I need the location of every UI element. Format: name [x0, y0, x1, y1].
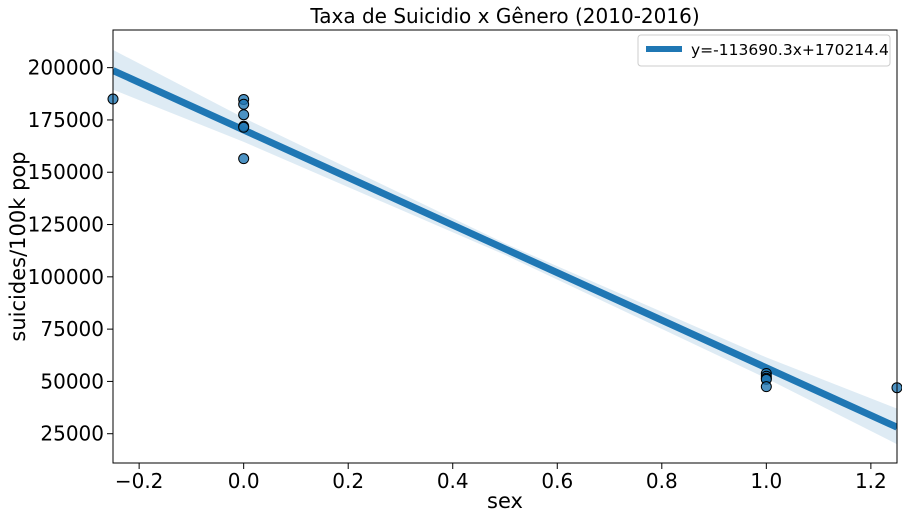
x-tick-label: −0.2	[115, 469, 164, 493]
y-tick-label: 150000	[28, 160, 104, 184]
chart-title: Taxa de Suicidio x Gênero (2010-2016)	[309, 4, 699, 28]
scatter-point	[238, 121, 250, 133]
x-tick-label: 0.6	[541, 469, 573, 493]
y-tick-label: 75000	[40, 317, 104, 341]
x-tick-label: 0.2	[332, 469, 364, 493]
x-tick-label: 0.8	[646, 469, 678, 493]
x-tick-label: 0.4	[437, 469, 469, 493]
legend: y=-113690.3x+170214.4	[637, 34, 891, 67]
x-tick-label: 1.0	[750, 469, 782, 493]
scatter-point	[238, 109, 250, 121]
y-axis-title: suicides/100k pop	[6, 151, 30, 341]
y-tick-label: 25000	[40, 422, 104, 446]
x-tick-label: 1.2	[855, 469, 887, 493]
x-tick-label: 0.0	[228, 469, 260, 493]
y-tick-label: 200000	[28, 56, 104, 80]
legend-box	[637, 34, 891, 67]
legend-label: y=-113690.3x+170214.4	[691, 41, 889, 59]
y-tick-label: 100000	[28, 265, 104, 289]
y-tick-label: 125000	[28, 213, 104, 237]
scatter-point	[238, 98, 250, 110]
regression-line	[113, 67, 897, 431]
y-tick-label: 50000	[40, 369, 104, 393]
scatter-point	[238, 153, 250, 165]
x-axis-title: sex	[487, 489, 523, 513]
plot-frame	[112, 29, 898, 464]
scatter-point	[760, 381, 772, 393]
y-tick-label: 175000	[28, 108, 104, 132]
